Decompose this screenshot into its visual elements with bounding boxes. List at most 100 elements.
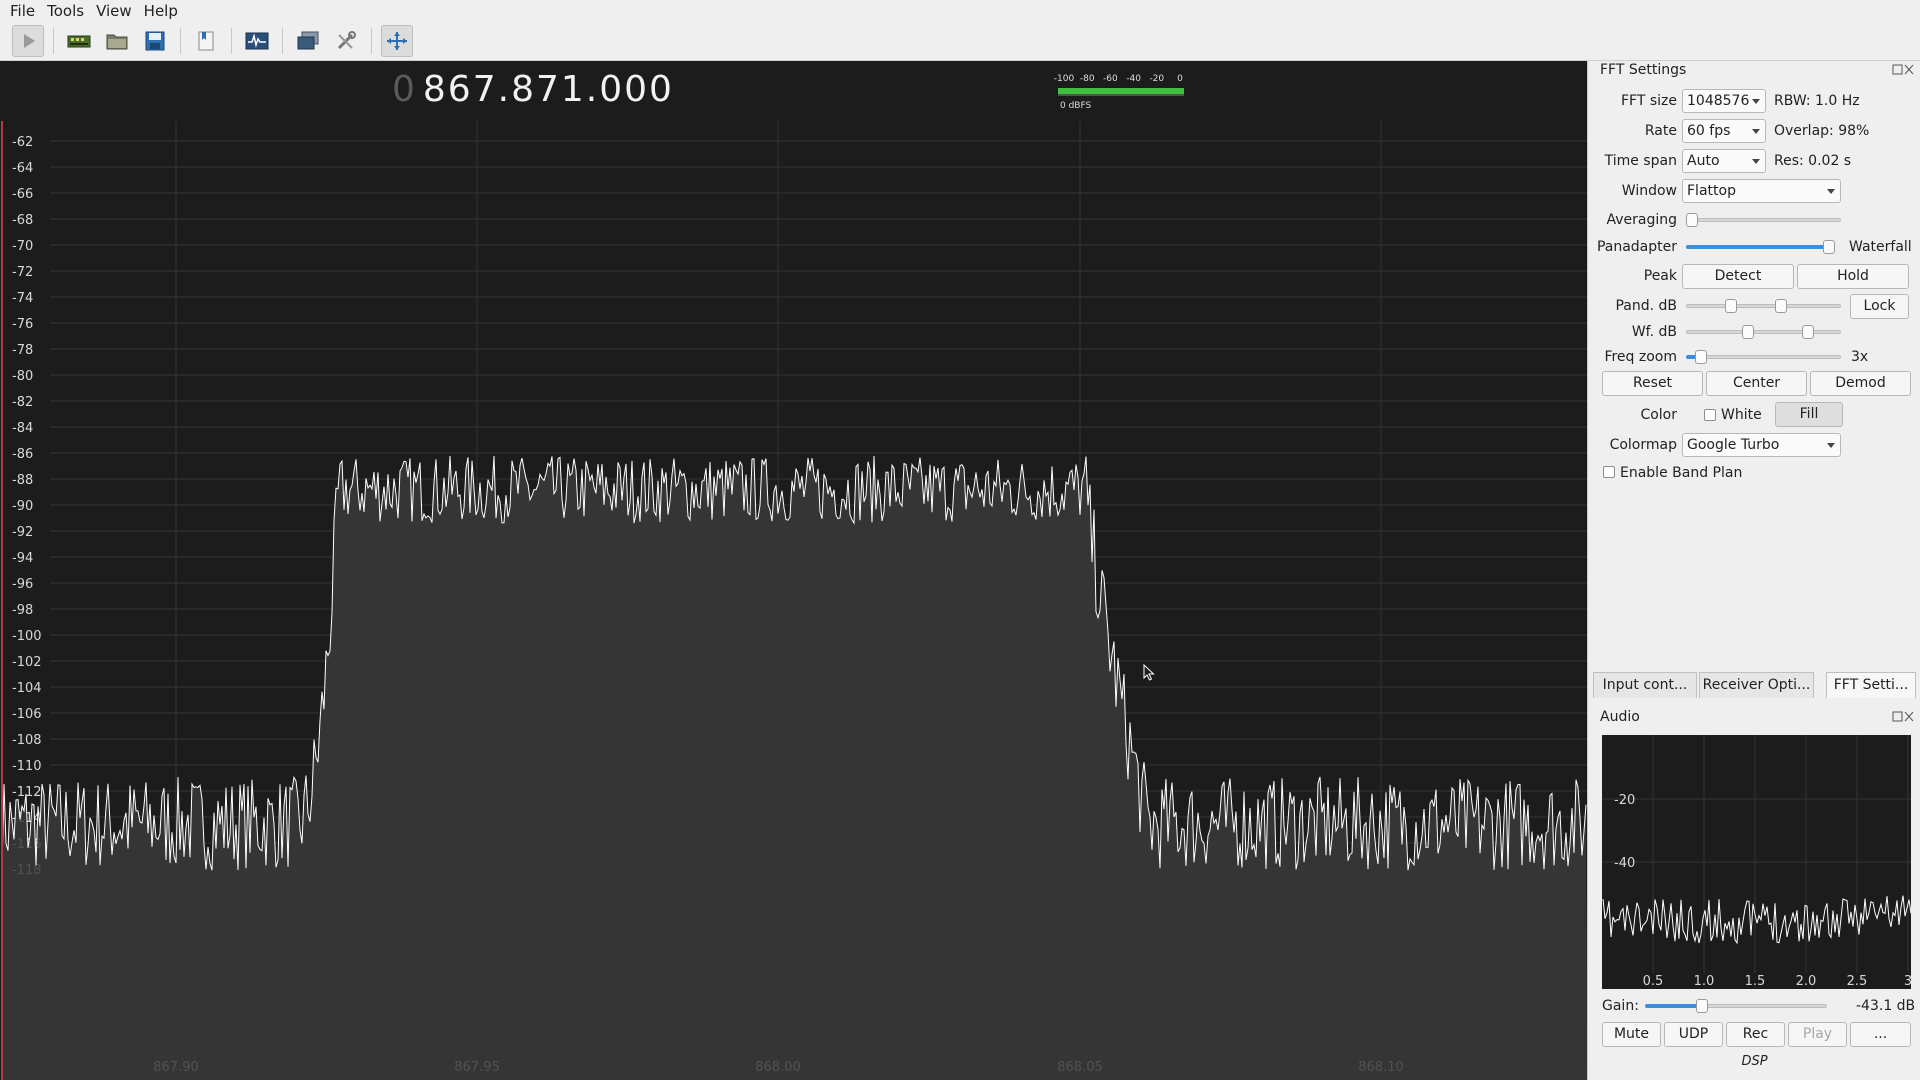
reset-button[interactable]: Reset	[1602, 371, 1703, 396]
wf-db-min-handle[interactable]	[1741, 325, 1754, 339]
y-axis-label: -96	[12, 577, 33, 592]
fill-toggle-button[interactable]: Fill	[1775, 402, 1843, 427]
y-axis-label: -92	[12, 525, 33, 540]
peak-detect-button[interactable]: Detect	[1682, 264, 1794, 289]
toolbar-separator	[180, 27, 181, 54]
audio-y-label: -20	[1614, 793, 1635, 808]
white-checkbox[interactable]	[1704, 409, 1716, 421]
panadapter-waterfall-split-slider[interactable]	[1686, 240, 1835, 254]
window-value: Flattop	[1687, 183, 1736, 199]
y-axis-label: -78	[12, 343, 33, 358]
menu-tools[interactable]: Tools	[47, 1, 85, 20]
meter-dbfs-label: 0 dBFS	[1060, 101, 1091, 111]
io-devices-button[interactable]	[63, 25, 95, 57]
waterfall-label: Waterfall	[1849, 239, 1912, 255]
meter-svg: -100 -80 -60 -40 -20 0 0 dBFS	[1054, 74, 1184, 111]
y-axis-label: -62	[12, 135, 33, 150]
menu-file[interactable]: File	[10, 1, 36, 20]
audio-x-label: 2.0	[1796, 974, 1817, 989]
panadapter-slider-handle[interactable]	[1823, 240, 1835, 254]
meter-scale-label: -20	[1149, 74, 1164, 84]
rate-label: Rate	[1644, 123, 1677, 139]
audio-dock-float-close-icon[interactable]	[1892, 711, 1914, 723]
audio-spectrum-plot[interactable]: -20 -40 0.5 1.0 1.5 2.0 2.5 3	[1602, 735, 1912, 989]
averaging-slider-handle[interactable]	[1686, 213, 1698, 227]
freq-zoom-slider-handle[interactable]	[1694, 350, 1707, 364]
mouse-cursor-icon	[1143, 664, 1155, 681]
audio-x-label: 2.5	[1847, 974, 1868, 989]
enable-band-plan-checkbox[interactable]	[1603, 466, 1615, 478]
wf-db-range-slider[interactable]	[1686, 325, 1841, 339]
colormap-label: Colormap	[1609, 437, 1677, 453]
pand-db-min-handle[interactable]	[1724, 299, 1737, 313]
bookmark-icon	[198, 31, 214, 50]
tab-receiver-options[interactable]: Receiver Opti...	[1699, 672, 1814, 698]
spectrum-fill-area	[2, 456, 1587, 1080]
remote-control-button[interactable]	[292, 25, 324, 57]
spectrum-canvas[interactable]: -62 -64 -66 -68 -70 -72 -74 -76 -78 -80 -82 -84 -86 -…	[0, 61, 1587, 1080]
lock-button[interactable]: Lock	[1850, 294, 1909, 319]
audio-x-label: 1.5	[1745, 974, 1766, 989]
folder-icon	[106, 34, 128, 49]
pand-db-max-handle[interactable]	[1774, 299, 1787, 313]
center-fft-button[interactable]: Center	[1706, 371, 1807, 396]
fft-button[interactable]	[241, 25, 273, 57]
y-axis-label: -64	[12, 161, 33, 176]
pand-db-range-slider[interactable]	[1686, 299, 1841, 313]
rec-button[interactable]: Rec	[1726, 1022, 1785, 1047]
rate-value: 60 fps	[1687, 123, 1731, 139]
peak-hold-button[interactable]: Hold	[1797, 264, 1909, 289]
y-axis-label: -68	[12, 213, 33, 228]
options-button[interactable]	[330, 25, 362, 57]
y-axis-label: -86	[12, 447, 33, 462]
fft-size-combo[interactable]: 1048576	[1682, 89, 1766, 113]
center-button[interactable]	[381, 24, 413, 57]
tab-input-controls[interactable]: Input cont...	[1593, 672, 1697, 698]
window-combo[interactable]: Flattop	[1682, 179, 1841, 203]
audio-x-label: 0.5	[1643, 974, 1664, 989]
time-span-combo[interactable]: Auto	[1682, 149, 1766, 173]
y-axis-label: -98	[12, 603, 33, 618]
panadapter-label: Panadapter	[1596, 239, 1677, 255]
start-dsp-button[interactable]	[12, 24, 44, 57]
y-axis-label: -110	[12, 759, 42, 774]
arrows-icon	[387, 31, 407, 50]
spectrum-plot[interactable]: -62 -64 -66 -68 -70 -72 -74 -76 -78 -80 -82 -84 -86 -…	[0, 61, 1587, 1080]
dock-float-close-icon[interactable]	[1892, 64, 1914, 76]
menu-help[interactable]: Help	[143, 1, 178, 20]
y-axis-label: -112	[12, 785, 42, 800]
mute-button[interactable]: Mute	[1602, 1022, 1661, 1047]
iq-tool-button[interactable]	[190, 25, 222, 57]
wf-db-max-handle[interactable]	[1801, 325, 1814, 339]
y-axis-label: -102	[12, 655, 42, 670]
plot-left-marker	[1, 121, 3, 1080]
colormap-combo[interactable]: Google Turbo	[1682, 433, 1841, 457]
hardware-icon	[67, 35, 91, 47]
enable-band-plan-label: Enable Band Plan	[1620, 465, 1743, 481]
udp-button[interactable]: UDP	[1664, 1022, 1723, 1047]
y-axis-label: -94	[12, 551, 33, 566]
freq-zoom-slider[interactable]	[1686, 350, 1841, 364]
y-axis-label: -100	[12, 629, 42, 644]
frequency-readout[interactable]: 0 867.871.000	[392, 69, 674, 110]
rate-combo[interactable]: 60 fps	[1682, 119, 1766, 143]
toolbar-separator	[282, 27, 283, 54]
y-axis-label: -74	[12, 291, 33, 306]
gain-slider-handle[interactable]	[1696, 999, 1708, 1013]
gain-slider[interactable]	[1645, 999, 1827, 1013]
menu-view[interactable]: View	[96, 1, 132, 20]
load-settings-button[interactable]	[101, 25, 133, 57]
wf-db-label: Wf. dB	[1631, 324, 1677, 340]
meter-scale-label: -40	[1126, 74, 1141, 84]
spectrum-trace	[1, 455, 1587, 871]
tools-icon	[337, 30, 356, 49]
audio-options-button[interactable]: ...	[1850, 1022, 1911, 1047]
play-button[interactable]: Play	[1788, 1022, 1847, 1047]
audio-spectrum-canvas[interactable]: -20 -40 0.5 1.0 1.5 2.0 2.5 3	[1602, 735, 1912, 989]
averaging-slider[interactable]	[1686, 213, 1841, 227]
audio-y-label: -40	[1614, 856, 1635, 871]
audio-title: Audio	[1600, 709, 1640, 725]
save-settings-button[interactable]	[139, 25, 171, 57]
demod-button[interactable]: Demod	[1810, 371, 1911, 396]
tab-fft-settings[interactable]: FFT Setti...	[1826, 672, 1916, 698]
